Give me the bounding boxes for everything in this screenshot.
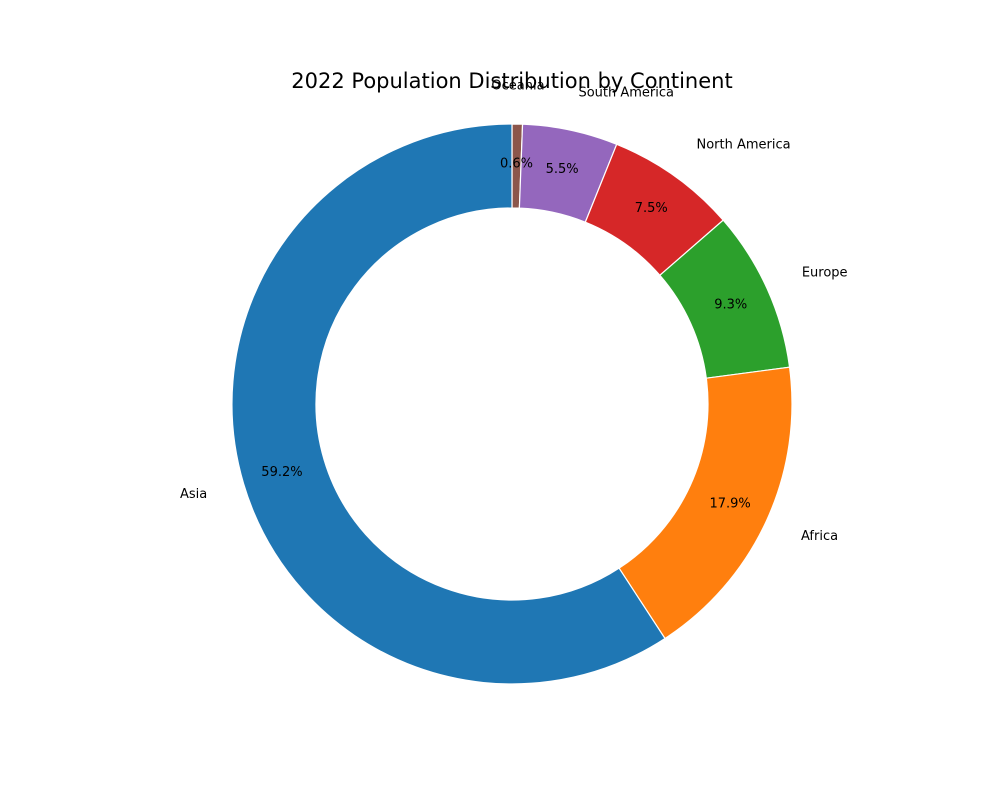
percent-label-south-america: 5.5%: [546, 162, 579, 177]
slice-label-oceania: Oceania: [491, 79, 544, 94]
slice-label-south-america: South America: [578, 86, 674, 101]
slices-layer: [231, 123, 793, 685]
slice-asia: [231, 123, 666, 685]
chart-title: 2022 Population Distribution by Continen…: [291, 69, 732, 93]
labels-layer: Oceania 0.6% South America 5.5% North Americ…: [180, 79, 848, 545]
slice-label-north-america: North America: [696, 137, 790, 152]
slice-label-europe: Europe: [802, 266, 848, 281]
percent-label-asia: 59.2%: [261, 465, 302, 480]
percent-label-oceania: 0.6%: [500, 157, 533, 172]
percent-label-africa: 17.9%: [709, 497, 750, 512]
percent-label-europe: 9.3%: [714, 298, 747, 313]
percent-label-north-america: 7.5%: [635, 201, 668, 216]
slice-africa: [618, 366, 793, 640]
slice-label-africa: Africa: [801, 529, 838, 544]
slice-label-asia: Asia: [180, 487, 207, 502]
